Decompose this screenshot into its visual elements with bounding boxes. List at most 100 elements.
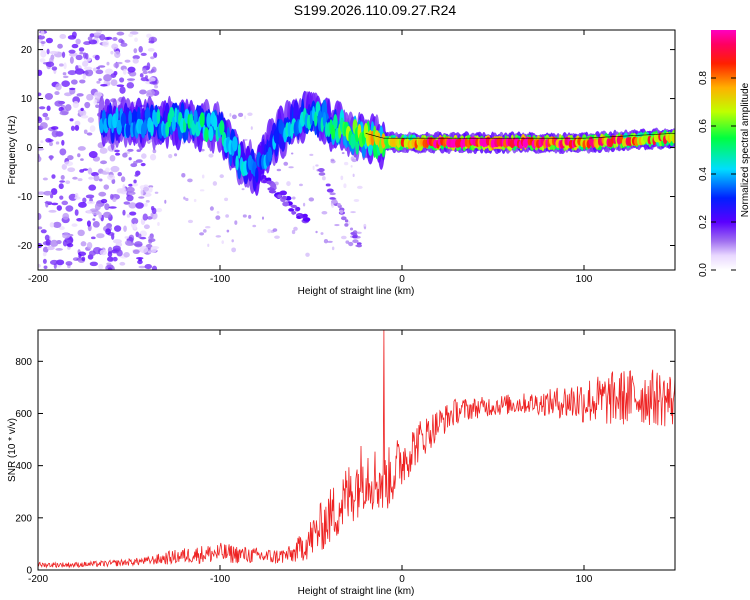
spectrogram-ytick-label: 10: [21, 94, 33, 105]
spectrogram-noise-blob: [140, 77, 148, 82]
spectrogram-streak-blob: [350, 231, 356, 235]
spectrogram-streak-blob: [282, 201, 290, 207]
spectrogram-noise-blob: [350, 211, 356, 214]
spectrogram-noise-blob: [231, 114, 237, 120]
spectrogram-noise-blob: [116, 188, 125, 194]
spectrogram-noise-blob: [51, 126, 59, 130]
spectrogram-noise-blob: [44, 92, 54, 100]
spectrogram-noise-blob: [164, 199, 167, 204]
spectrogram-ridge-blob: [235, 155, 239, 171]
spectrogram-streak-blob: [326, 188, 334, 193]
spectrogram-streak-blob: [325, 183, 331, 187]
snr-ytick-label: 400: [15, 461, 32, 472]
snr-ytick-label: 800: [15, 357, 32, 368]
spectrogram-noise-blob: [55, 248, 63, 251]
spectrogram-noise-blob: [75, 54, 83, 61]
spectrogram-noise-blob: [78, 201, 87, 208]
spectrogram-noise-blob: [133, 223, 137, 230]
snr-xtick-label: 100: [576, 574, 593, 585]
spectrogram-noise-blob: [56, 205, 62, 211]
spectrogram-streak-blob: [329, 192, 336, 196]
spectrogram-noise-blob: [55, 141, 60, 145]
spectrogram-noise-blob: [150, 206, 155, 211]
spectrogram-noise-blob: [148, 77, 156, 82]
spectrogram-noise-blob: [340, 235, 347, 240]
spectrogram-noise-blob: [134, 37, 138, 42]
spectrogram-noise-blob: [89, 261, 98, 267]
spectrogram-noise-blob: [108, 206, 117, 209]
spectrogram-noise-blob: [83, 129, 88, 134]
spectrogram-noise-blob: [45, 239, 52, 246]
spectrogram-streak-blob: [266, 180, 272, 185]
spectrogram-ytick-label: 0: [26, 143, 32, 154]
spectrogram-noise-blob: [72, 101, 79, 109]
spectrogram-noise-blob: [340, 175, 344, 181]
colorbar-tick-label: 0.0: [698, 263, 709, 277]
spectrogram-noise-blob: [148, 235, 154, 240]
spectrogram-streak-blob: [344, 219, 349, 223]
spectrogram-noise-blob: [208, 153, 214, 158]
spectrogram-noise-blob: [87, 167, 93, 175]
spectrogram-noise-blob: [122, 68, 127, 75]
spectrogram-noise-blob: [323, 238, 329, 244]
spectrogram-noise-blob: [352, 173, 355, 178]
spectrogram-noise-blob: [231, 239, 234, 243]
spectrogram-noise-blob: [143, 186, 150, 192]
spectrogram-noise-blob: [77, 251, 87, 257]
spectrogram-noise-blob: [209, 206, 214, 211]
spectrogram-noise-blob: [49, 141, 54, 147]
spectrogram-noise-blob: [302, 202, 306, 207]
spectrogram-noise-blob: [44, 201, 53, 204]
spectrogram-noise-blob: [84, 69, 94, 77]
spectrogram-noise-blob: [153, 52, 158, 58]
spectrogram-noise-blob: [99, 147, 108, 154]
spectrogram-noise-blob: [321, 210, 328, 215]
spectrogram-noise-blob: [199, 232, 205, 236]
spectrogram-noise-blob: [128, 202, 137, 209]
spectrogram-noise-blob: [131, 217, 139, 225]
spectrogram-streak-blob: [295, 206, 301, 212]
spectrogram-noise-blob: [57, 43, 63, 49]
spectrogram-noise-blob: [100, 83, 108, 87]
spectrogram-streak-blob: [339, 209, 344, 214]
spectrogram-noise-blob: [38, 191, 46, 195]
spectrogram-noise-blob: [72, 176, 78, 180]
spectrogram-noise-blob: [74, 120, 81, 127]
spectrogram-noise-blob: [80, 115, 89, 119]
spectrogram-streak-blob: [290, 204, 298, 208]
spectrogram-noise-blob: [123, 201, 131, 205]
spectrogram-streak-blob: [291, 211, 297, 215]
spectrogram-ridge-blob: [219, 120, 225, 136]
spectrogram-noise-blob: [201, 174, 205, 179]
spectrogram-noise-blob: [225, 214, 229, 218]
spectrogram-noise-blob: [128, 157, 132, 161]
spectrogram-xtick-label: 100: [576, 274, 593, 285]
spectrogram-ridge-blob: [208, 126, 214, 142]
spectrogram-noise-blob: [322, 176, 326, 181]
spectrogram-noise-blob: [134, 241, 143, 248]
spectrogram-noise-blob: [315, 230, 318, 234]
spectrogram-noise-blob: [47, 139, 54, 142]
spectrogram-noise-blob: [120, 176, 126, 183]
spectrogram-noise-blob: [157, 222, 160, 227]
spectrogram-streak-blob: [340, 216, 347, 221]
spectrogram-noise-blob: [110, 50, 114, 55]
spectrogram-noise-blob: [309, 153, 314, 157]
spectrogram-noise-blob: [207, 243, 210, 247]
spectrogram-noise-blob: [261, 216, 265, 220]
spectrogram-noise-blob: [229, 112, 232, 117]
spectrogram-noise-blob: [139, 245, 149, 254]
spectrogram-noise-blob: [70, 79, 78, 85]
spectrogram-ytick-label: 20: [21, 45, 33, 56]
spectrogram-noise-blob: [127, 66, 136, 73]
spectrogram-noise-blob: [203, 229, 207, 233]
spectrogram-noise-blob: [80, 241, 87, 247]
spectrogram-noise-blob: [62, 212, 70, 220]
spectrogram-noise-blob: [89, 33, 95, 38]
spectrogram-noise-blob: [341, 151, 345, 155]
spectrogram-noise-blob: [140, 188, 144, 196]
spectrogram-marks: [38, 30, 675, 270]
spectrogram-noise-blob: [138, 258, 143, 262]
